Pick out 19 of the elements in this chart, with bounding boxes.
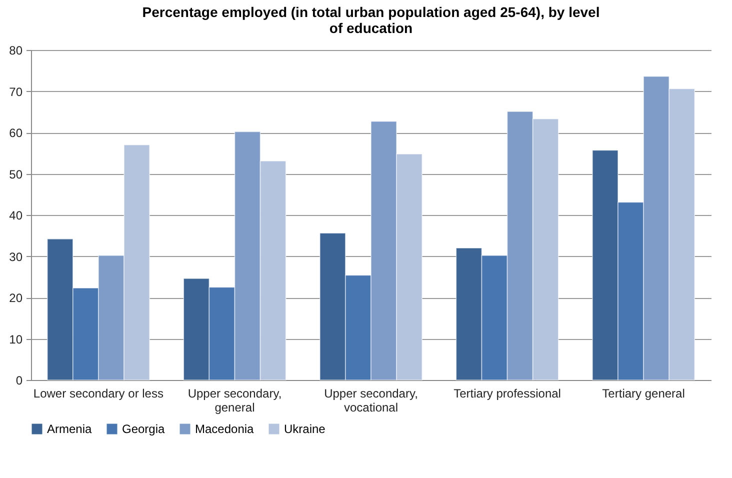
- y-tick-label: 30: [9, 250, 23, 264]
- legend-label: Armenia: [47, 422, 92, 436]
- y-tick-label: 70: [9, 84, 23, 99]
- y-tick-label: 60: [9, 126, 23, 140]
- y-tick-label: 50: [9, 167, 23, 182]
- x-tick-label: Tertiary general: [602, 386, 685, 400]
- legend-label: Macedonia: [195, 422, 254, 436]
- x-tick-label: Lower secondary or less: [33, 386, 164, 400]
- x-tick-label: Upper secondary, vocational: [324, 386, 418, 414]
- y-tick-label: 10: [9, 332, 23, 346]
- legend-label: Ukraine: [284, 422, 326, 436]
- chart-title: Percentage employed (in total urban population aged 25-64), by level of education: [142, 4, 600, 36]
- y-tick-label: 80: [9, 44, 23, 58]
- y-tick-label: 40: [9, 208, 23, 222]
- legend-label: Georgia: [122, 422, 166, 436]
- x-tick-label: Tertiary professional: [454, 386, 561, 400]
- y-tick-label: 20: [9, 291, 23, 305]
- y-tick-label: 0: [16, 374, 23, 388]
- x-tick-label: Upper secondary, general: [188, 386, 282, 414]
